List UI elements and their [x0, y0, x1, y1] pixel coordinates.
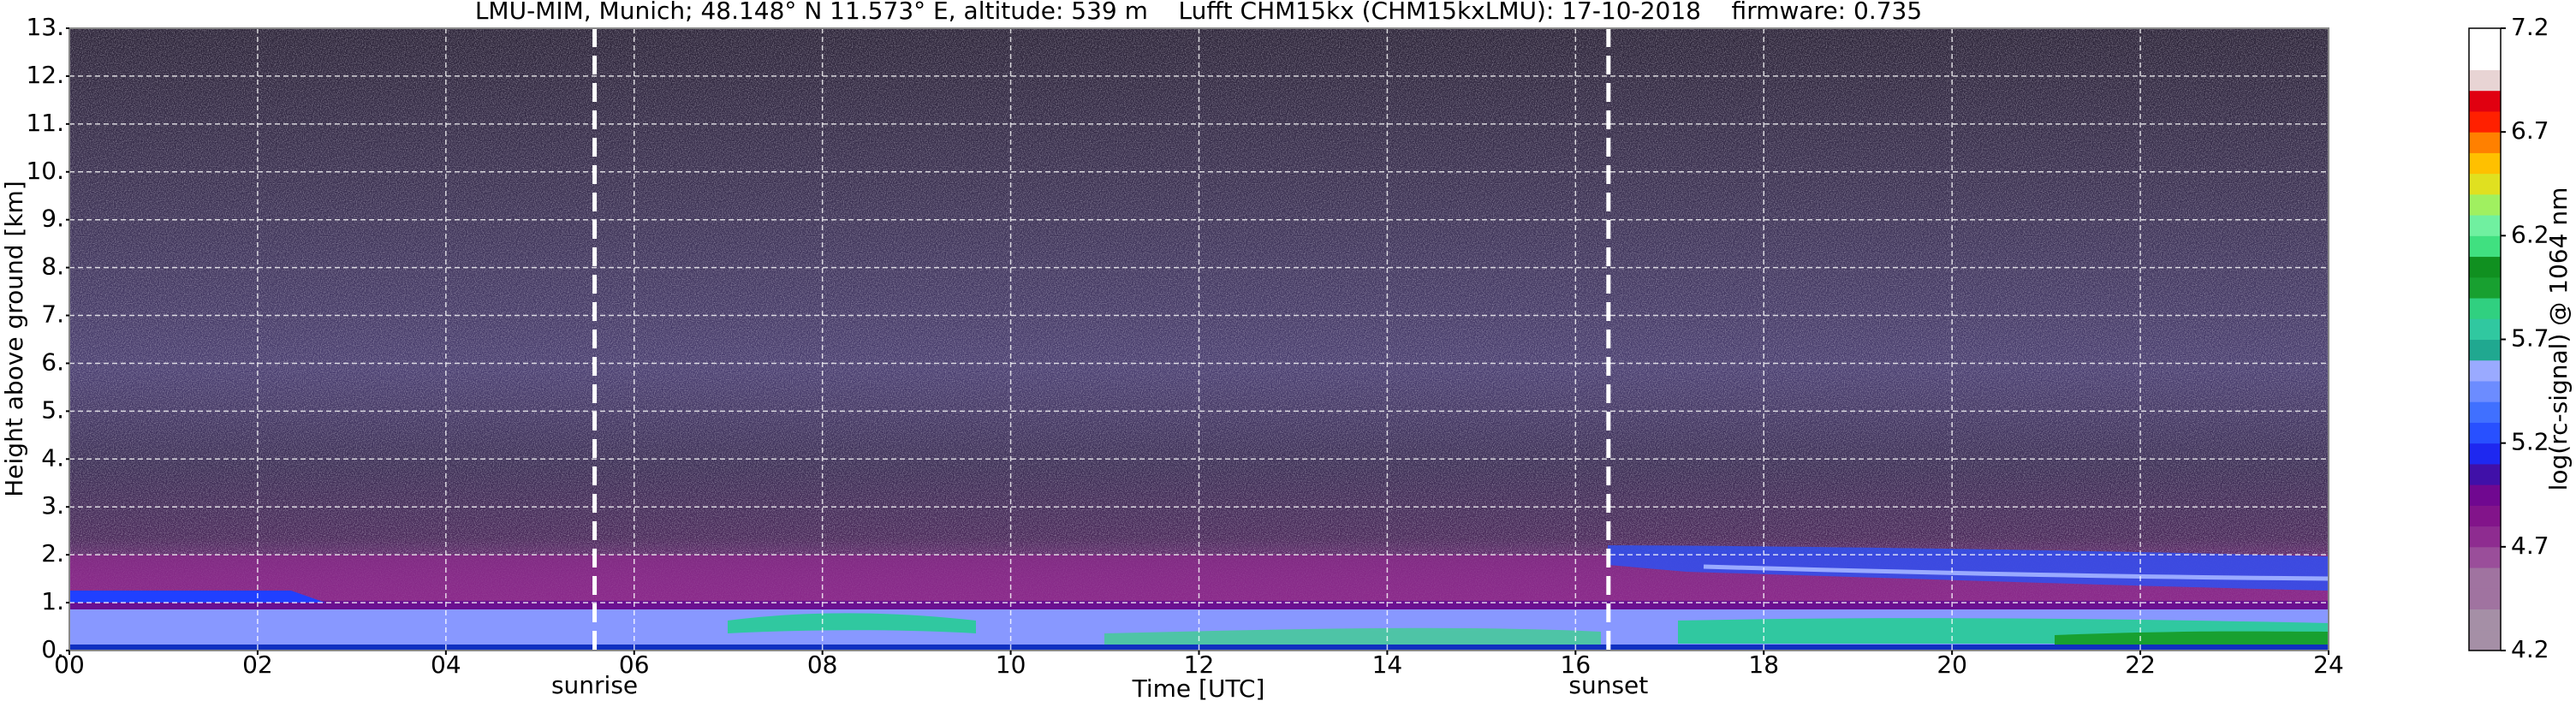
colorbar-label: log(rc-signal) @ 1064 nm — [2544, 187, 2573, 491]
heatmap-layer — [1703, 564, 2329, 581]
colorbar-segment — [2469, 422, 2501, 444]
x-tick-label: 24 — [2313, 651, 2344, 679]
colorbar-segment — [2469, 588, 2501, 610]
colorbar-segment — [2469, 235, 2501, 258]
x-tick-label: 18 — [1748, 651, 1779, 679]
y-tick-label: 12. — [26, 61, 64, 89]
colorbar-segment — [2469, 215, 2501, 236]
x-tick-label: 06 — [619, 651, 650, 679]
axes — [68, 27, 2329, 651]
y-tick-label: 13. — [26, 13, 64, 41]
y-tick-label: 4. — [41, 443, 64, 472]
colorbar-segment — [2469, 609, 2501, 631]
colorbar-tick-label: 4.2 — [2511, 635, 2549, 663]
colorbar-tick-label: 7.2 — [2511, 13, 2549, 41]
y-tick-label: 11. — [26, 109, 64, 137]
colorbar-segment — [2469, 380, 2501, 402]
colorbar-segment — [2469, 567, 2501, 589]
annotation-label: sunrise — [551, 671, 638, 699]
y-tick-label: 7. — [41, 300, 64, 329]
x-tick-label: 20 — [1936, 651, 1967, 679]
x-tick-label: 00 — [54, 651, 85, 679]
y-tick-label: 9. — [41, 205, 64, 233]
x-axis-label: Time [UTC] — [1132, 674, 1265, 703]
heatmap-layer — [728, 613, 976, 633]
x-tick-label: 04 — [431, 651, 461, 679]
colorbar-tick-label: 5.7 — [2511, 324, 2549, 353]
y-tick-label: 0. — [41, 635, 64, 663]
colorbar-segment — [2469, 276, 2501, 299]
colorbar-segment — [2469, 110, 2501, 133]
x-tick-label: 08 — [807, 651, 838, 679]
colorbar-segment — [2469, 526, 2501, 548]
colorbar-segment — [2469, 339, 2501, 361]
colorbar-segment — [2469, 193, 2501, 216]
colorbar-segment — [2469, 28, 2501, 50]
colorbar-segment — [2469, 298, 2501, 319]
y-tick-label: 10. — [26, 157, 64, 185]
heatmap-layer — [1608, 545, 2329, 591]
chart-title: LMU-MIM, Munich; 48.148° N 11.573° E, al… — [475, 0, 1922, 25]
colorbar-segment — [2469, 443, 2501, 465]
x-tick-label: 12 — [1184, 651, 1215, 679]
colorbar-segment — [2469, 546, 2501, 568]
y-tick-label: 5. — [41, 395, 64, 424]
colorbar-segment — [2469, 152, 2501, 175]
colorbar-tick-label: 6.7 — [2511, 116, 2549, 145]
colorbar-segment — [2469, 318, 2501, 340]
heatmap-layer — [69, 591, 325, 603]
y-tick-label: 8. — [41, 253, 64, 281]
colorbar-segment — [2469, 132, 2501, 153]
y-tick-label: 1. — [41, 587, 64, 615]
colorbar-segment — [2469, 484, 2501, 506]
heatmap-layer — [1104, 627, 1601, 647]
colorbar-tick-label: 5.2 — [2511, 428, 2549, 456]
x-tick-label: 16 — [1561, 651, 1591, 679]
colorbar-tick-label: 4.7 — [2511, 532, 2549, 560]
colorbar-segment — [2469, 90, 2501, 112]
x-tick-label: 10 — [996, 651, 1026, 679]
x-tick-label: 22 — [2125, 651, 2156, 679]
colorbar-segment — [2469, 463, 2501, 485]
y-tick-label: 6. — [41, 348, 64, 376]
heatmap-layer — [2055, 631, 2329, 647]
colorbar-segment — [2469, 69, 2501, 92]
colorbar-segment — [2469, 49, 2501, 70]
y-tick-label: 3. — [41, 491, 64, 520]
y-axis-label: Height above ground [km] — [0, 181, 28, 497]
colorbar-segment — [2469, 359, 2501, 382]
annotation-label: sunset — [1568, 671, 1648, 699]
colorbar-segment — [2469, 629, 2501, 651]
x-tick-label: 02 — [242, 651, 273, 679]
colorbar-segment — [2469, 401, 2501, 423]
colorbar-segment — [2469, 173, 2501, 195]
x-tick-label: 14 — [1372, 651, 1403, 679]
colorbar-segment — [2469, 256, 2501, 278]
colorbar-tick-label: 6.2 — [2511, 220, 2549, 248]
colorbar-segment — [2469, 505, 2501, 527]
y-tick-label: 2. — [41, 539, 64, 567]
